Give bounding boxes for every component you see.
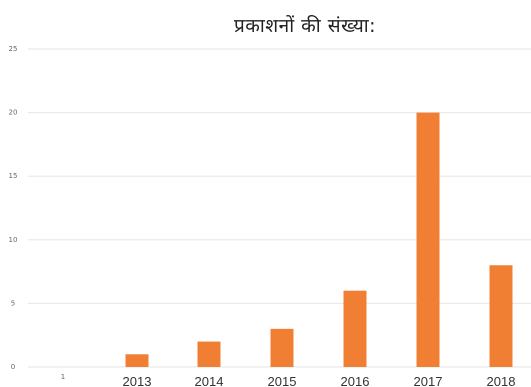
bar-2014 xyxy=(197,341,221,367)
x-tick-label: 2013 xyxy=(123,374,152,387)
x-tick-label: 2018 xyxy=(487,374,516,387)
bar-2013 xyxy=(125,354,149,367)
bar-2016 xyxy=(343,290,367,367)
x-tick-label: 2016 xyxy=(341,374,370,387)
x-tick-label: 2017 xyxy=(414,374,443,387)
bar-2018 xyxy=(489,265,513,367)
y-tick-label: 25 xyxy=(9,45,18,53)
x-tick-label: 2015 xyxy=(268,374,297,387)
y-tick-label: 0 xyxy=(11,363,15,371)
x-tick-label: 1 xyxy=(61,373,65,381)
x-tick-label: 2014 xyxy=(195,374,224,387)
y-tick-label: 15 xyxy=(9,172,18,180)
y-tick-label: 10 xyxy=(9,236,18,244)
bar-2015 xyxy=(270,328,294,367)
chart-title: प्रकाशनों की संख्या: xyxy=(233,15,377,37)
y-tick-label: 5 xyxy=(11,299,15,307)
y-tick-label: 20 xyxy=(9,109,18,117)
bar-2017 xyxy=(416,112,440,367)
